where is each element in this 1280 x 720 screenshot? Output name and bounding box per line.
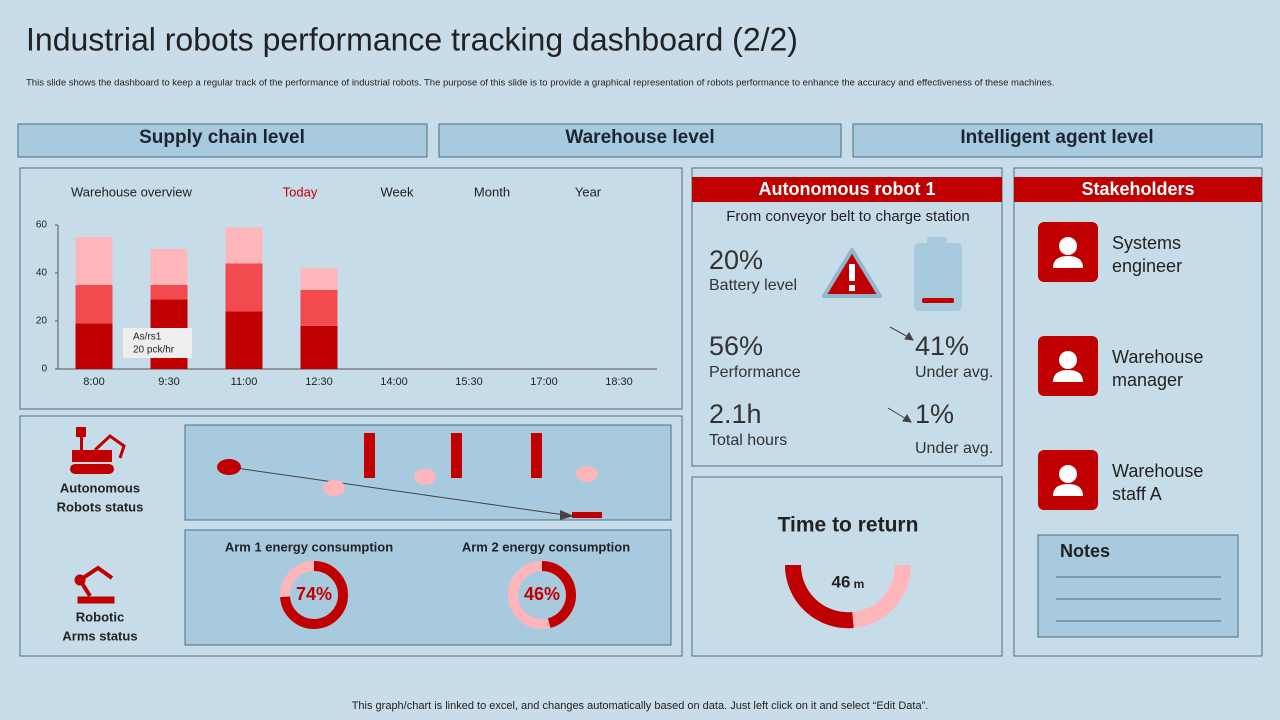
track-graphic <box>217 433 602 520</box>
y-tick-label: 20 <box>36 316 48 327</box>
x-tick-label: 8:00 <box>83 376 104 388</box>
status-label: Arms status <box>62 628 137 643</box>
bar-segment <box>225 311 263 369</box>
page-title: Industrial robots performance tracking d… <box>26 21 798 57</box>
gauge-arc <box>280 561 348 629</box>
gauges: Arm 1 energy consumption 74% Arm 2 energy … <box>225 539 630 629</box>
time-arc <box>784 564 854 629</box>
time-title: Time to return <box>778 514 919 537</box>
metric-label: Battery level <box>709 277 797 294</box>
gauge-title: Arm 2 energy consumption <box>462 539 630 554</box>
robot-icon <box>70 427 126 474</box>
gauge-label: 74% <box>296 584 332 604</box>
warning-icon <box>822 248 882 298</box>
time-value: 46 <box>832 572 851 591</box>
x-tick-label: 18:30 <box>605 376 633 388</box>
arm-icon <box>74 565 115 604</box>
arrow <box>887 326 914 423</box>
bar-segment <box>225 263 263 312</box>
tooltip-text: As/rs1 <box>133 332 162 343</box>
y-tick-label: 40 <box>36 268 48 279</box>
gauge-arc <box>541 561 576 628</box>
robot-subtitle: From conveyor belt to charge station <box>726 208 969 225</box>
time-unit: m <box>854 577 865 591</box>
section-title: Warehouse level <box>565 127 714 148</box>
page-subtitle: This slide shows the dashboard to keep a… <box>26 78 1054 89</box>
time-arc <box>851 564 912 628</box>
tab[interactable]: Today <box>283 184 318 199</box>
gauge-title: Arm 1 energy consumption <box>225 539 393 554</box>
metric-value: 20% <box>709 245 763 275</box>
battery-icon <box>914 237 962 311</box>
metric-label: Under avg. <box>915 440 993 457</box>
status-label: Robots status <box>57 499 144 514</box>
robot-panel <box>691 167 1003 467</box>
metric-label: Performance <box>709 364 801 381</box>
people: Systems engineer Warehouse manager Warehouse… <box>1038 222 1203 510</box>
stakeholders-header <box>1014 177 1262 202</box>
tab[interactable]: Year <box>575 184 602 199</box>
time-panel <box>691 476 1003 657</box>
x-tick-label: 15:30 <box>455 376 483 388</box>
notes-title: Notes <box>1060 541 1110 561</box>
bar-segment <box>150 249 188 285</box>
person-body <box>1053 484 1083 496</box>
tooltip-box <box>123 328 192 358</box>
x-tick-label: 14:00 <box>380 376 408 388</box>
gauge-label: 46% <box>524 584 560 604</box>
section-header <box>17 123 428 158</box>
stakeholders-title: Stakeholders <box>1081 179 1194 199</box>
bar-segment <box>75 323 113 369</box>
section-header <box>852 123 1263 158</box>
robot-header <box>692 177 1002 202</box>
bar-segment <box>225 227 263 264</box>
section-title: Supply chain level <box>139 127 305 148</box>
bar-segment <box>300 289 338 326</box>
footer: This graph/chart is linked to excel, and… <box>352 700 929 712</box>
bar-segment <box>300 268 338 290</box>
section-header <box>438 123 842 158</box>
person-head <box>1059 237 1077 255</box>
person-name: Systems <box>1112 233 1181 253</box>
bar-segment <box>150 285 188 300</box>
chart-panel <box>19 167 683 410</box>
arms-panel <box>184 529 672 646</box>
notes-lines <box>1056 576 1221 622</box>
metric-value: 2.1h <box>709 399 762 429</box>
person-name: manager <box>1112 370 1183 390</box>
person-name: Warehouse <box>1112 461 1203 481</box>
person-name: engineer <box>1112 256 1182 276</box>
metric-value: 1% <box>915 399 954 429</box>
person-head <box>1059 465 1077 483</box>
person-head <box>1059 351 1077 369</box>
bar-segment <box>75 237 113 285</box>
x-tick-label: 9:30 <box>158 376 179 388</box>
bar-segment <box>75 285 113 324</box>
person-body <box>1053 256 1083 268</box>
person-body <box>1053 370 1083 382</box>
person-name: Warehouse <box>1112 347 1203 367</box>
metric-label: Under avg. <box>915 364 993 381</box>
notes-box <box>1037 534 1239 638</box>
y-tick-label: 60 <box>36 220 48 231</box>
x-tick-label: 11:00 <box>231 376 258 388</box>
status-label: Robotic <box>76 609 124 624</box>
tooltip-text: 20 pck/hr <box>133 345 175 356</box>
tab[interactable]: Warehouse overview <box>71 184 193 199</box>
status-label: Autonomous <box>60 480 140 495</box>
y-tick-label: 0 <box>41 364 47 375</box>
tab[interactable]: Month <box>474 184 510 199</box>
x-tick-label: 12:30 <box>305 376 333 388</box>
section-title: Intelligent agent level <box>960 127 1153 148</box>
metric-value: 41% <box>915 331 969 361</box>
metric-value: 56% <box>709 331 763 361</box>
x-tick-label: 17:00 <box>530 376 558 388</box>
bar-chart: 0 20 40 60 8:00 9:30 11:00 12:30 14:00 15:30 17:00… <box>36 220 657 388</box>
robot-title: Autonomous robot 1 <box>759 179 936 199</box>
tab[interactable]: Week <box>381 184 414 199</box>
bar-segment <box>300 325 338 369</box>
person-name: staff A <box>1112 484 1162 504</box>
metric-label: Total hours <box>709 432 787 449</box>
